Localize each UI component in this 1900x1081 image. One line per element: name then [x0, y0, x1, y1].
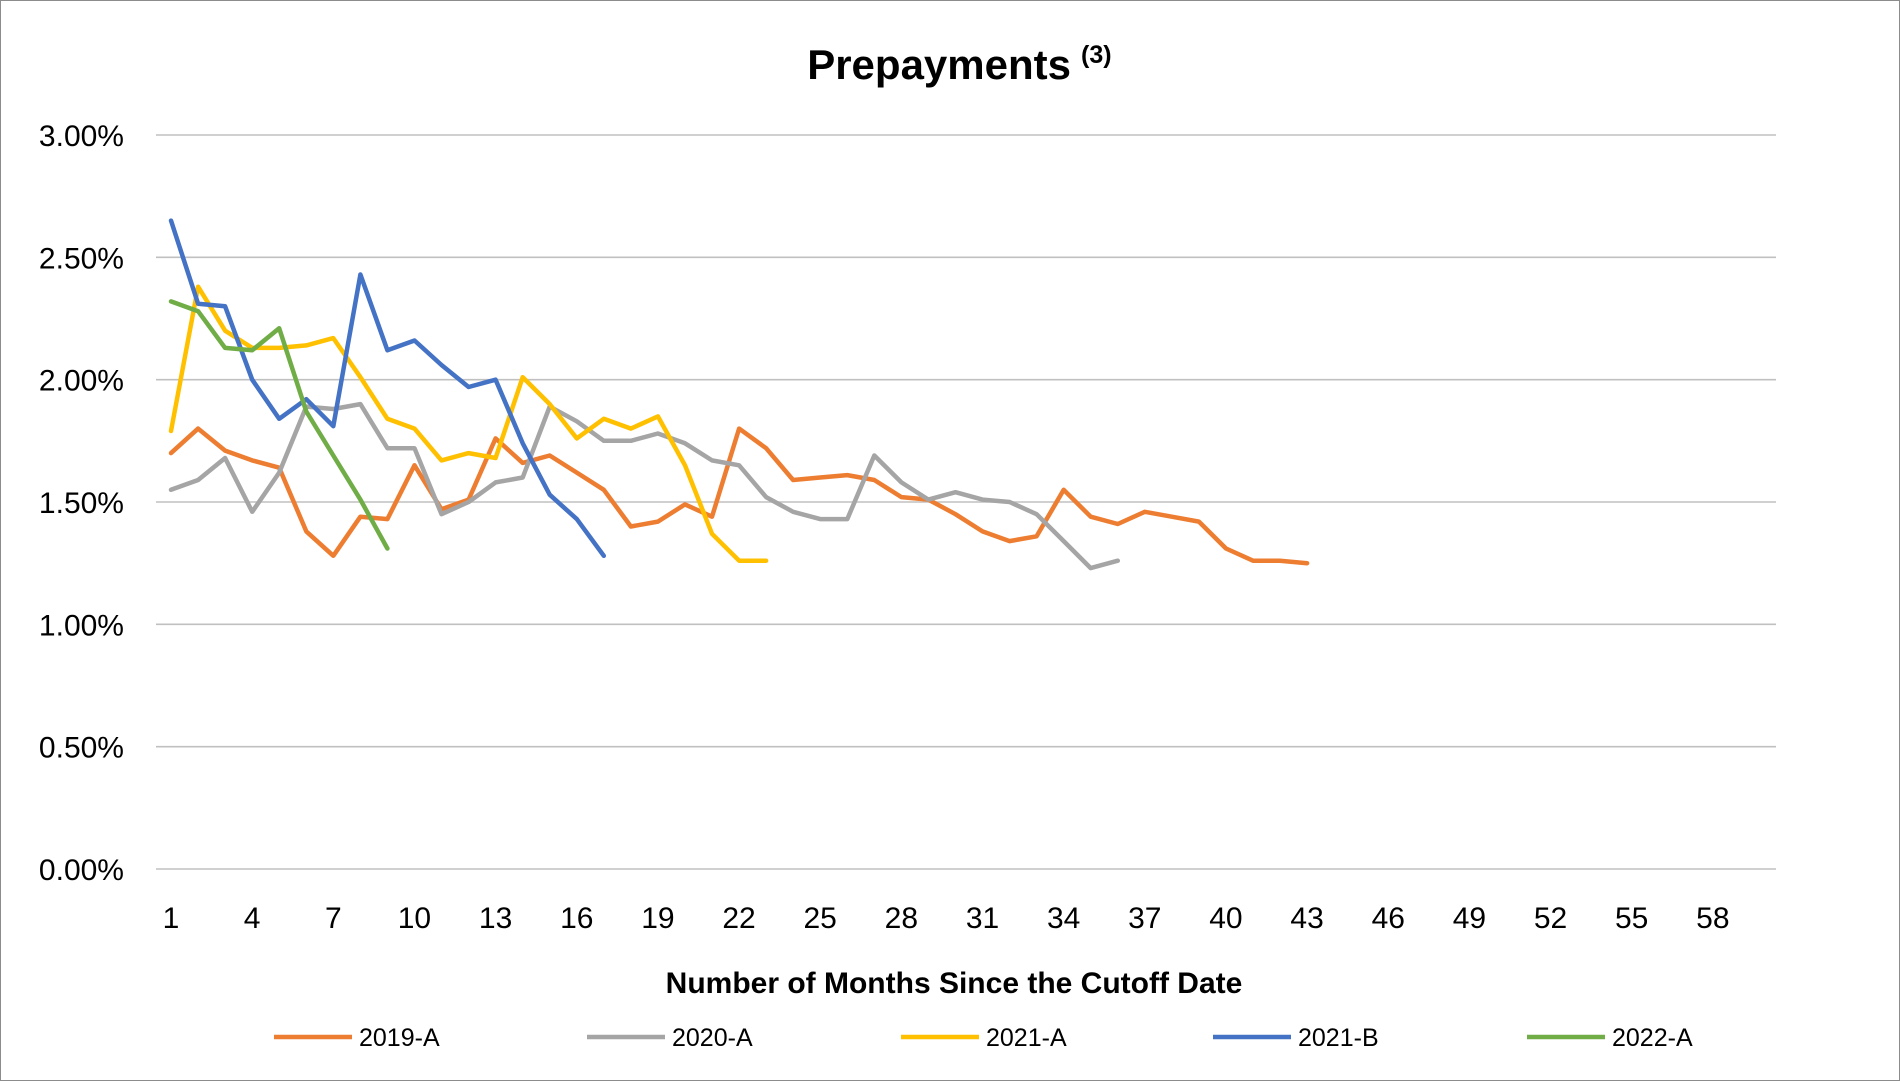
gridlines [156, 134, 1776, 870]
x-tick-label: 10 [398, 902, 431, 935]
x-tick-label: 37 [1128, 902, 1161, 935]
x-tick-label: 13 [479, 902, 512, 935]
x-tick-label: 55 [1615, 902, 1648, 935]
y-tick-label: 3.00% [39, 120, 124, 153]
y-tick-label: 1.50% [39, 487, 124, 520]
x-tick-label: 25 [804, 902, 837, 935]
series-line-2021-a [168, 284, 769, 563]
x-tick-label: 58 [1696, 902, 1729, 935]
legend-label-2021-a: 2021-A [986, 1024, 1067, 1052]
legend-label-2019-a: 2019-A [359, 1024, 440, 1052]
legend-label-2020-a: 2020-A [672, 1024, 753, 1052]
x-tick-label: 31 [966, 902, 999, 935]
y-axis-ticks: 0.00% 0.50% 1.00% 1.50% 2.00% 2.50% 3.00% [39, 120, 124, 887]
x-tick-label: 1 [163, 902, 180, 935]
x-tick-label: 40 [1209, 902, 1242, 935]
x-tick-label: 34 [1047, 902, 1080, 935]
x-tick-label: 7 [325, 902, 342, 935]
chart-title-superscript: (3) [1081, 41, 1112, 69]
chart-title-text: Prepayments [807, 41, 1071, 88]
y-tick-label: 1.00% [39, 609, 124, 642]
x-axis-label: Number of Months Since the Cutoff Date [666, 967, 1243, 1000]
y-tick-label: 2.50% [39, 242, 124, 275]
x-tick-label: 19 [641, 902, 674, 935]
series-lines [168, 218, 1310, 571]
x-tick-label: 43 [1290, 902, 1323, 935]
legend: 2019-A 2020-A 2021-A 2021-B 2022-A [274, 1024, 1693, 1052]
series-line-2021-b [168, 218, 607, 559]
chart-title: Prepayments [807, 41, 1071, 88]
series-line-2022-a [168, 299, 390, 551]
legend-label-2021-b: 2021-B [1298, 1024, 1379, 1052]
x-tick-label: 28 [885, 902, 918, 935]
x-tick-label: 52 [1534, 902, 1567, 935]
x-tick-label: 22 [722, 902, 755, 935]
y-tick-label: 0.50% [39, 732, 124, 765]
x-tick-label: 46 [1372, 902, 1405, 935]
x-tick-label: 49 [1453, 902, 1486, 935]
x-tick-label: 4 [244, 902, 261, 935]
x-axis-ticks: 1 4 7 10 13 16 19 22 25 28 31 34 37 40 43 46 49 52 55 58 [163, 902, 1730, 935]
series-line-2019-a [168, 426, 1310, 566]
legend-label-2022-a: 2022-A [1612, 1024, 1693, 1052]
y-tick-label: 2.00% [39, 365, 124, 398]
y-tick-label: 0.00% [39, 854, 124, 887]
x-tick-label: 16 [560, 902, 593, 935]
series-line-2020-a [168, 401, 1121, 571]
